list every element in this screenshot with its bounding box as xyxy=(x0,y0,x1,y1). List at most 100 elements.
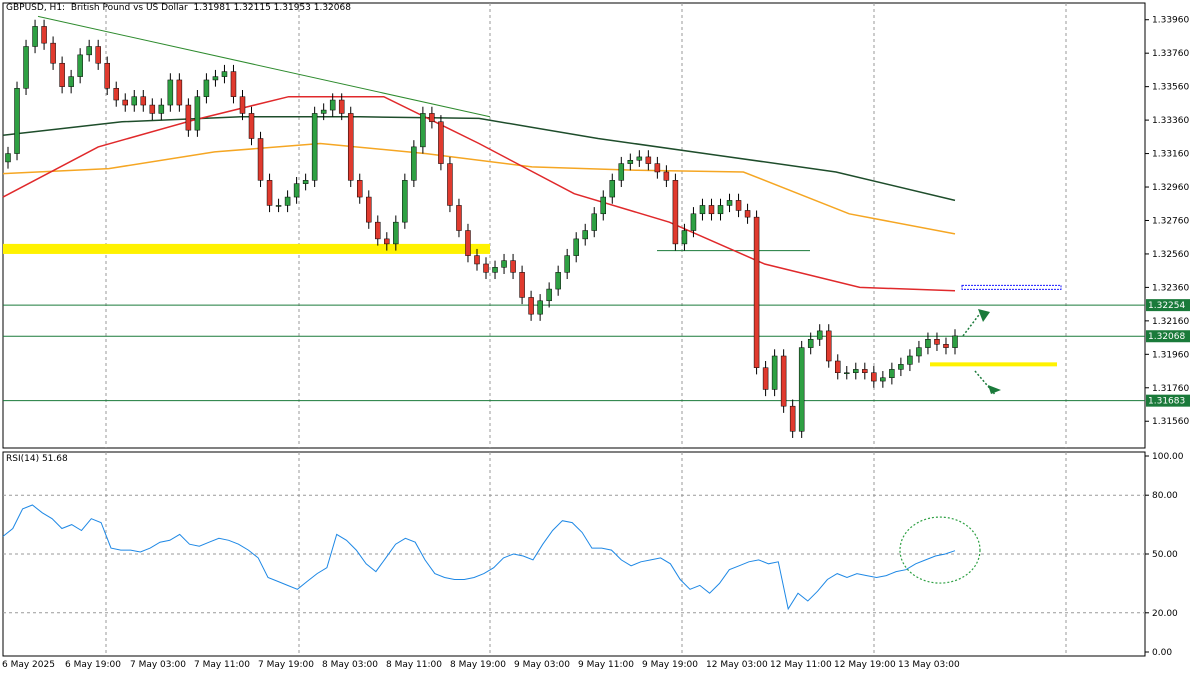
price-tick-label: 1.31960 xyxy=(1152,350,1189,360)
candle-body xyxy=(618,163,625,181)
candle-body xyxy=(393,221,399,245)
candle-body xyxy=(789,405,796,432)
candle-body xyxy=(537,300,543,315)
rsi-tick-label: 100.00 xyxy=(1152,452,1184,462)
candle-body xyxy=(149,104,156,114)
small-support-zone xyxy=(930,362,1057,367)
rsi-line xyxy=(2,504,956,611)
candle-body xyxy=(465,230,471,256)
price-level-tag xyxy=(1146,394,1190,407)
candle-body xyxy=(762,367,769,390)
price-level-tag-text: 1.32068 xyxy=(1148,332,1185,342)
time-tick-label: 7 May 11:00 xyxy=(194,660,250,670)
time-tick-label: 6 May 2025 xyxy=(2,660,55,670)
candle-body xyxy=(952,335,958,348)
candle-body xyxy=(59,62,65,87)
candle-body xyxy=(645,156,652,164)
candle-body xyxy=(528,297,534,315)
candle-body xyxy=(284,196,291,206)
candle-body xyxy=(798,347,805,432)
candle-body xyxy=(375,221,381,240)
candle-body xyxy=(203,79,210,97)
candle-body xyxy=(627,160,634,164)
time-tick-label: 6 May 19:00 xyxy=(65,660,121,670)
candle-body xyxy=(113,88,119,101)
trendline xyxy=(37,15,491,118)
candle-body xyxy=(816,330,823,340)
candle-body xyxy=(167,79,174,106)
candle-body xyxy=(185,104,192,131)
price-tick-label: 1.31560 xyxy=(1152,417,1189,427)
candle-body xyxy=(158,104,165,114)
candle-body xyxy=(366,196,372,223)
candle-body xyxy=(862,369,868,373)
candle-body xyxy=(131,96,138,106)
price-level-tag xyxy=(1146,299,1190,312)
candle-body xyxy=(402,180,408,223)
candle-body xyxy=(546,288,552,302)
description-label: British Pound vs US Dollar xyxy=(70,3,188,13)
candle-body xyxy=(356,180,363,198)
candle-body xyxy=(41,26,47,44)
rsi-header: RSI(14) 51.68 xyxy=(6,454,68,464)
time-tick-label: 8 May 19:00 xyxy=(450,660,506,670)
price-tick-label: 1.32360 xyxy=(1152,283,1189,293)
symbol-label: GBPUSD xyxy=(6,3,44,13)
candle-body xyxy=(420,113,426,148)
candle-body xyxy=(663,171,670,181)
candle-body xyxy=(519,272,525,298)
time-tick-label: 8 May 11:00 xyxy=(386,660,442,670)
time-tick-label: 9 May 19:00 xyxy=(642,660,698,670)
time-tick-label: 9 May 03:00 xyxy=(514,660,570,670)
candle-body xyxy=(32,26,38,47)
candle-body xyxy=(726,200,733,206)
candle-body xyxy=(5,153,11,163)
candle-body xyxy=(492,267,498,273)
candle-body xyxy=(880,377,886,382)
time-tick-label: 12 May 19:00 xyxy=(834,660,896,670)
candle-body xyxy=(438,121,444,164)
candle-body xyxy=(889,369,895,378)
candle-body xyxy=(86,46,92,56)
candle-body xyxy=(672,180,679,245)
price-level-tag xyxy=(1146,330,1190,343)
candle-body xyxy=(708,205,715,215)
candle-body xyxy=(591,213,597,231)
candle-body xyxy=(681,230,688,245)
price-tick-label: 1.33560 xyxy=(1152,83,1189,93)
candle-body xyxy=(338,99,345,114)
candle-body xyxy=(194,96,201,131)
candle-body xyxy=(140,96,147,106)
candle-body xyxy=(600,196,607,215)
candle-body xyxy=(780,355,787,407)
candle-body xyxy=(735,200,742,211)
price-tick-label: 1.32160 xyxy=(1152,317,1189,327)
candle-body xyxy=(636,156,643,161)
candle-body xyxy=(564,255,570,273)
candle-body xyxy=(293,183,300,198)
rsi-tick-label: 0.00 xyxy=(1152,648,1172,658)
candle-body xyxy=(329,99,336,111)
candle-body xyxy=(753,216,760,368)
price-tick-label: 1.33760 xyxy=(1152,49,1189,59)
candle-body xyxy=(943,344,949,348)
candle-body xyxy=(384,238,390,245)
candle-body xyxy=(717,205,724,215)
candle-body xyxy=(916,347,922,357)
candle-body xyxy=(474,255,480,265)
candle-body xyxy=(483,263,489,273)
candle-body xyxy=(104,62,110,89)
price-panel-frame xyxy=(2,2,1146,449)
candle-body xyxy=(95,46,101,64)
candle-body xyxy=(609,180,616,198)
candle-body xyxy=(275,205,282,207)
rsi-tick-label: 20.00 xyxy=(1152,609,1178,619)
price-tick-label: 1.33960 xyxy=(1152,16,1189,26)
candle-body xyxy=(456,205,462,231)
candle-body xyxy=(447,163,453,206)
price-level-tag-text: 1.31683 xyxy=(1148,397,1185,407)
candle-body xyxy=(555,272,561,290)
up-arrow-line xyxy=(962,310,983,337)
time-tick-label: 12 May 03:00 xyxy=(706,660,768,670)
